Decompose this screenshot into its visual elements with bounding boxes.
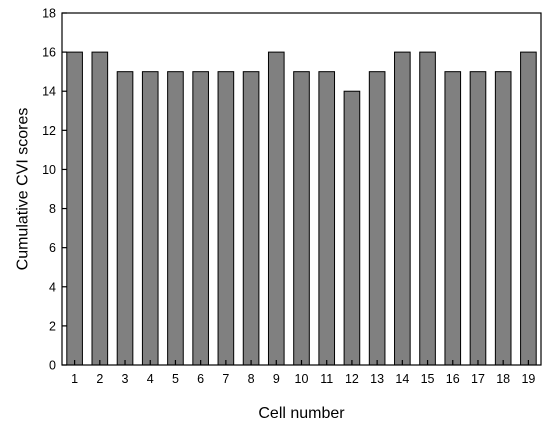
y-tick-label: 10 xyxy=(42,163,56,177)
x-tick-label: 14 xyxy=(395,372,409,386)
x-tick-label: 9 xyxy=(273,372,280,386)
bar-9 xyxy=(267,51,285,366)
plot-frame xyxy=(61,12,542,366)
bar-17 xyxy=(469,71,487,366)
bar-3 xyxy=(116,71,134,366)
bar-1 xyxy=(66,51,83,366)
x-tick-label: 1 xyxy=(71,372,78,386)
bar-8 xyxy=(242,71,260,366)
bar-16 xyxy=(444,71,462,366)
y-tick-label: 0 xyxy=(49,359,56,373)
x-tick-label: 5 xyxy=(172,372,179,386)
bar-14 xyxy=(394,51,411,366)
x-tick-label: 7 xyxy=(222,372,229,386)
y-tick-label: 2 xyxy=(49,319,56,333)
x-axis: 1 2 3 4 5 6 7 8 9 10 11 12 13 14 15 16 17 18 19 xyxy=(71,360,535,386)
bar-18 xyxy=(494,71,512,366)
y-axis-title: Cumulative CVI scores xyxy=(15,108,32,271)
x-tick-label: 13 xyxy=(370,372,384,386)
bar-13 xyxy=(368,71,386,366)
x-tick-label: 19 xyxy=(521,372,535,386)
y-tick-label: 16 xyxy=(42,46,56,60)
x-tick-label: 11 xyxy=(320,372,333,386)
x-tick-label: 3 xyxy=(122,372,129,386)
x-tick-label: 17 xyxy=(471,372,485,386)
y-tick-label: 18 xyxy=(42,7,56,21)
x-tick-label: 6 xyxy=(197,372,204,386)
bar-19 xyxy=(520,51,537,366)
bar-6 xyxy=(192,71,209,366)
x-tick-label: 10 xyxy=(295,372,309,386)
x-tick-label: 4 xyxy=(147,372,154,386)
bar-2 xyxy=(91,51,109,366)
bar-15 xyxy=(419,51,436,366)
x-tick-label: 2 xyxy=(96,372,103,386)
x-tick-label: 8 xyxy=(248,372,255,386)
bar-12 xyxy=(343,90,361,366)
bar-7 xyxy=(217,71,235,366)
y-tick-label: 12 xyxy=(42,124,56,138)
bars-group xyxy=(66,51,537,366)
x-axis-title: Cell number xyxy=(258,405,345,422)
bar-4 xyxy=(141,71,159,366)
x-tick-label: 12 xyxy=(345,372,359,386)
y-tick-label: 14 xyxy=(42,85,56,99)
bar-5 xyxy=(167,71,184,366)
x-tick-label: 15 xyxy=(421,372,435,386)
bar-10 xyxy=(293,71,310,366)
y-axis: 0 2 4 6 8 10 12 14 16 18 xyxy=(42,7,67,373)
y-tick-label: 6 xyxy=(49,241,56,255)
y-tick-label: 4 xyxy=(49,280,56,294)
bar-11 xyxy=(318,71,336,366)
x-tick-label: 16 xyxy=(446,372,460,386)
y-tick-label: 8 xyxy=(49,202,56,216)
x-tick-label: 18 xyxy=(496,372,510,386)
